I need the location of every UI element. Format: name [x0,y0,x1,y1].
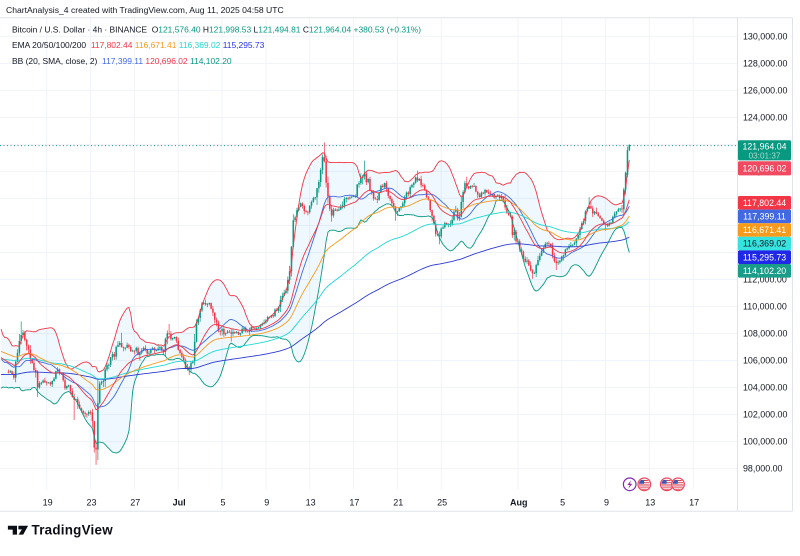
svg-text:104,000.00: 104,000.00 [743,383,787,393]
svg-text:03:01:37: 03:01:37 [749,151,781,160]
svg-text:5: 5 [220,497,225,507]
svg-text:114,102.20: 114,102.20 [743,266,786,276]
svg-text:112,000.00: 112,000.00 [743,274,787,284]
svg-text:BB (20, SMA, close, 2) 117,39: BB (20, SMA, close, 2) 117,399.11 120,69… [12,56,232,66]
svg-text:Jul: Jul [173,497,186,507]
svg-text:130,000.00: 130,000.00 [743,31,787,41]
svg-text:117,802.44: 117,802.44 [743,198,786,208]
svg-text:124,000.00: 124,000.00 [743,112,787,122]
svg-text:120,696.02: 120,696.02 [742,163,786,173]
svg-text:128,000.00: 128,000.00 [743,58,787,68]
svg-text:17: 17 [349,497,359,507]
svg-text:23: 23 [86,497,96,507]
svg-text:TradingView: TradingView [32,523,114,538]
svg-text:19: 19 [43,497,53,507]
svg-text:102,000.00: 102,000.00 [743,410,787,420]
svg-text:98,000.00: 98,000.00 [743,464,783,474]
svg-text:13: 13 [645,497,655,507]
svg-text:21: 21 [393,497,403,507]
svg-text:9: 9 [264,497,269,507]
svg-text:13: 13 [306,497,316,507]
svg-text:25: 25 [437,497,447,507]
svg-text:EMA 20/50/100/200 117,802.44: EMA 20/50/100/200 117,802.44 116,671.41 … [12,40,265,50]
svg-text:Aug: Aug [510,497,528,507]
svg-text:27: 27 [130,497,140,507]
svg-text:5: 5 [560,497,565,507]
svg-text:126,000.00: 126,000.00 [743,85,787,95]
svg-text:17: 17 [689,497,699,507]
svg-text:108,000.00: 108,000.00 [743,329,787,339]
svg-text:121,964.04: 121,964.04 [742,141,786,151]
svg-text:117,399.11: 117,399.11 [743,212,786,222]
svg-text:ChartAnalysis_4 created with T: ChartAnalysis_4 created with TradingView… [6,5,284,15]
svg-text:116,369.02: 116,369.02 [743,239,786,249]
svg-text:110,000.00: 110,000.00 [743,302,787,312]
svg-text:100,000.00: 100,000.00 [743,437,787,447]
svg-text:116,671.41: 116,671.41 [743,225,786,235]
svg-text:115,295.73: 115,295.73 [743,252,786,262]
svg-text:Bitcoin / U.S. Dollar · 4h · B: Bitcoin / U.S. Dollar · 4h · BINANCE O12… [12,25,421,35]
svg-text:106,000.00: 106,000.00 [743,356,787,366]
svg-text:9: 9 [604,497,609,507]
